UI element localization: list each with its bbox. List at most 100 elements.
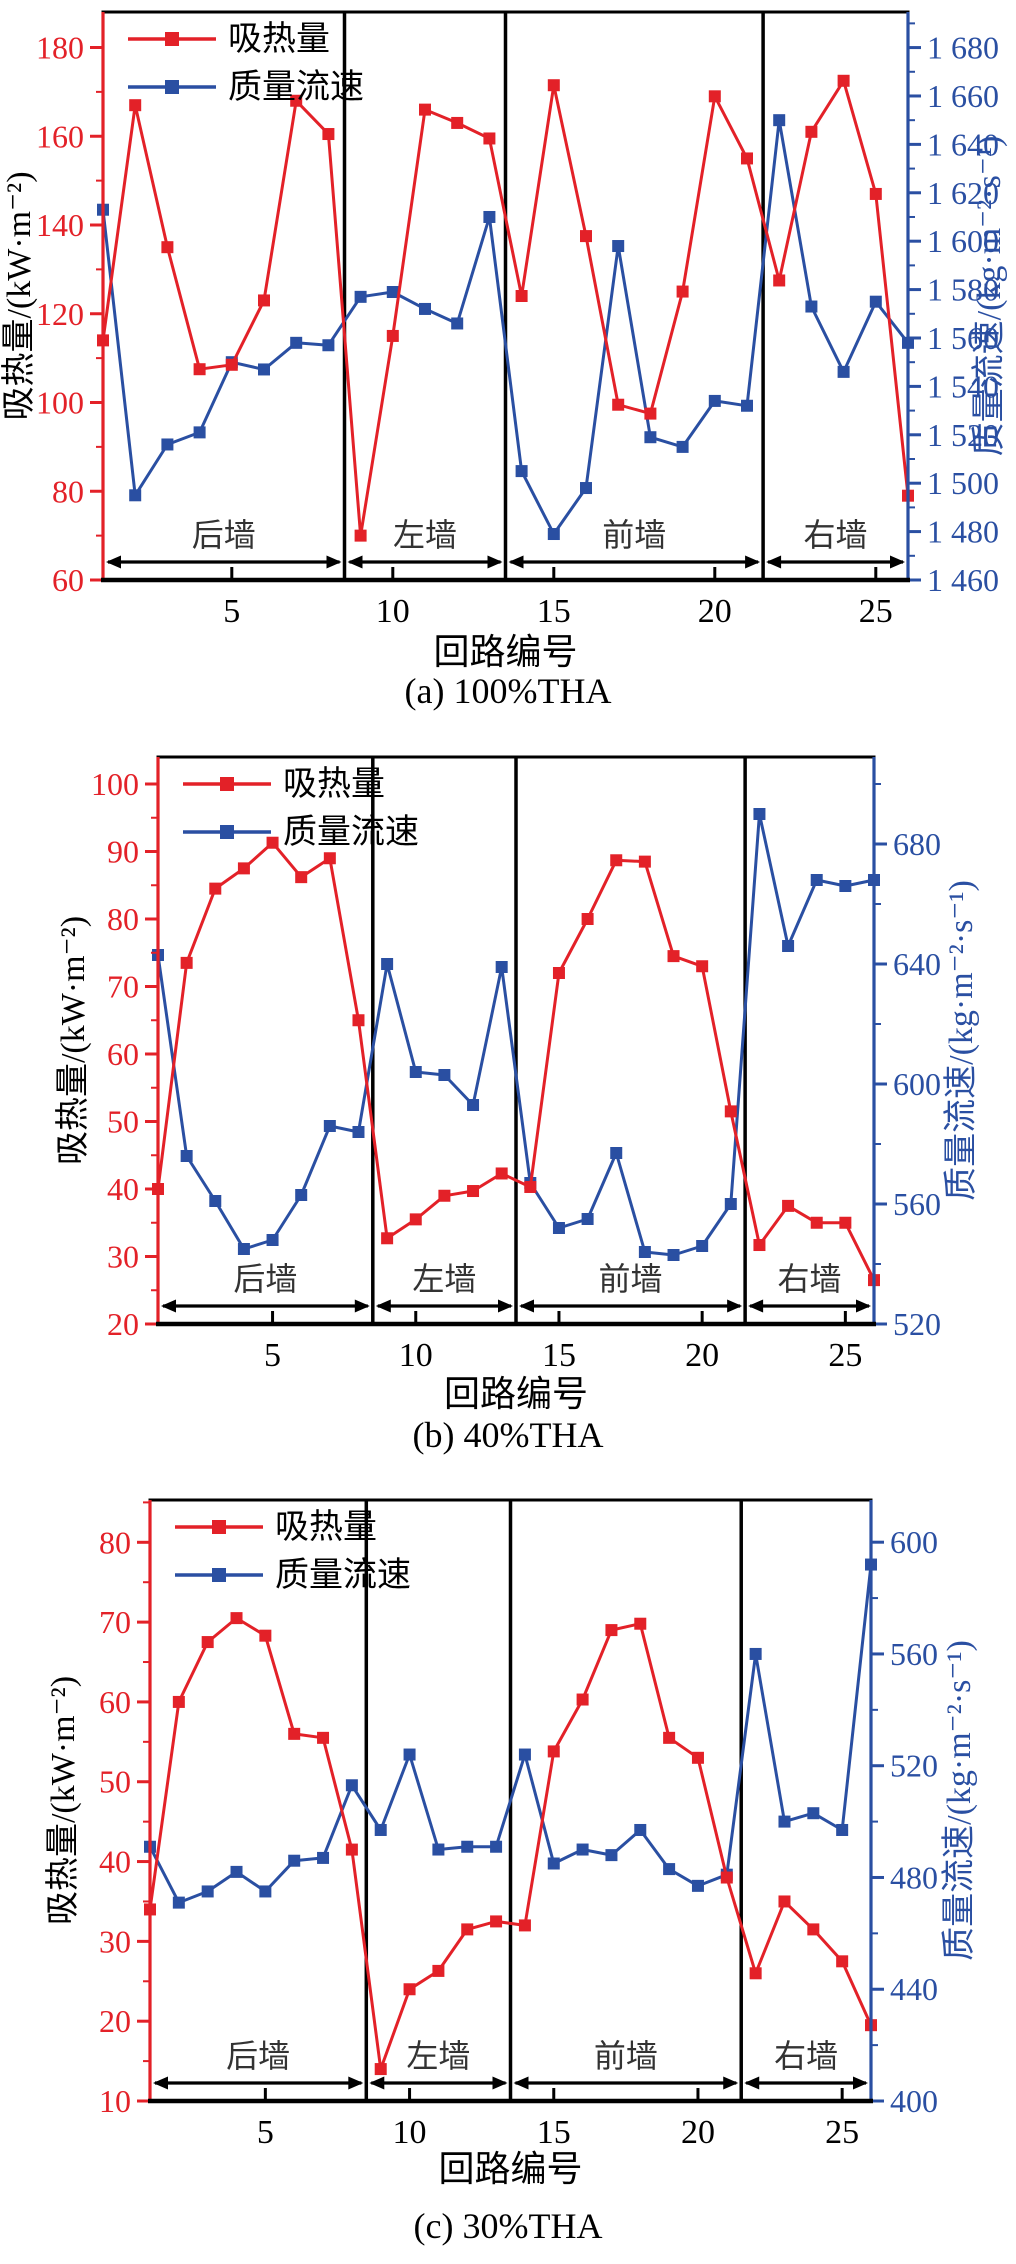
caption-30tha: (c) 30%THA — [413, 2206, 603, 2246]
heat-point — [753, 1239, 766, 1252]
right-axis-tick-label: 1 600 — [927, 223, 999, 259]
flux-point — [345, 1779, 358, 1792]
heat-point — [259, 1629, 272, 1642]
heat-point — [691, 1751, 704, 1764]
right-axis-tick-label: 1 520 — [927, 417, 999, 453]
left-axis-tick-label: 90 — [107, 834, 139, 870]
right-axis-tick-label: 640 — [893, 946, 941, 982]
flux-point — [807, 1807, 820, 1820]
x-axis-tick-label: 10 — [399, 1337, 433, 1374]
flux-point — [753, 808, 766, 820]
legend-flux-label: 质量流速 — [228, 68, 364, 106]
heat-point — [663, 1731, 676, 1744]
arrow-left-icon — [161, 1299, 176, 1313]
flux-point — [576, 1843, 589, 1856]
flux-point — [518, 1748, 531, 1761]
flux-point — [230, 1865, 243, 1878]
right-axis-title: 质量流速/(kg·m⁻²·s⁻¹) — [970, 136, 1008, 457]
caption-100tha: (a) 100%THA — [404, 671, 612, 711]
heat-point — [524, 1180, 537, 1193]
wall-annotations: 后墙 左墙 前墙 右墙 — [106, 517, 905, 569]
left-axis-tick-label: 80 — [52, 473, 84, 509]
x-axis-tick-label: 20 — [685, 1337, 719, 1374]
right-axis-tick-label: 1 560 — [927, 320, 999, 356]
wall-label: 左墙 — [412, 1261, 476, 1297]
flux-point — [172, 1896, 185, 1909]
left-axis-tick-label: 70 — [99, 1604, 131, 1640]
flux-point — [552, 1222, 565, 1234]
arrow-left-icon — [748, 1299, 764, 1313]
wall-label: 左墙 — [393, 517, 457, 553]
heat-point — [381, 1232, 394, 1245]
right-axis-tick-label: 1 640 — [927, 126, 999, 162]
flux-point — [438, 1069, 451, 1081]
flux-point — [451, 317, 464, 330]
right-axis-tick-label: 1 540 — [927, 368, 999, 404]
x-axis-tick-label: 5 — [223, 593, 240, 630]
left-axis-tick-label: 180 — [36, 30, 84, 66]
arrow-right-icon — [853, 2076, 868, 2090]
flux-point — [773, 114, 786, 127]
right-axis-tick-label: 1 620 — [927, 175, 999, 211]
right-axis-tick-label: 1 580 — [927, 272, 999, 308]
arrow-right-icon — [856, 1299, 871, 1313]
heat-point — [518, 1919, 531, 1932]
chart-100tha: 后墙 左墙 前墙 右墙 60 80 100 120 140 160 180 吸热量/(kW·m⁻²) 1… — [0, 0, 1016, 712]
chart-30tha-canvas: 后墙 左墙 前墙 右墙1020304050607080吸热量/(kW·m⁻²)4004… — [44, 1498, 978, 2189]
right-axis-tick-label: 1 480 — [927, 514, 999, 550]
flux-point — [778, 1815, 791, 1828]
flux-point — [634, 1823, 647, 1836]
left-axis: 10 20 30 40 50 60 70 80 吸热量/(kW·m⁻²) — [44, 1500, 152, 2119]
arrow-right-icon — [354, 1299, 370, 1313]
heat-point — [403, 1983, 416, 1996]
heat-point — [209, 882, 222, 895]
arrow-left-icon — [519, 1299, 534, 1313]
flux-point — [837, 365, 850, 378]
right-axis-tick-label: 480 — [890, 1859, 938, 1895]
flux-point — [741, 399, 753, 412]
flux-point — [696, 1240, 709, 1252]
left-axis-title: 吸热量/(kW·m⁻²) — [54, 916, 92, 1165]
legend-heat-marker — [220, 777, 234, 791]
heat-point — [634, 1617, 647, 1630]
legend-heat-marker — [212, 1520, 226, 1534]
heat-point — [409, 1213, 422, 1226]
flux-point — [610, 1147, 623, 1159]
x-axis-title: 回路编号 — [444, 1374, 588, 1414]
heat-point — [438, 1189, 451, 1202]
flux-point — [547, 528, 560, 541]
left-axis-tick-label: 60 — [52, 562, 84, 598]
right-axis-tick-label: 1 660 — [927, 78, 999, 114]
heat-point — [451, 116, 464, 129]
heat-point — [724, 1105, 737, 1118]
flux-point — [461, 1840, 474, 1853]
heat-line — [148, 1616, 873, 2071]
left-axis-tick-label: 20 — [99, 2003, 131, 2039]
heat-point — [576, 1693, 589, 1706]
heat-point — [317, 1731, 330, 1744]
wall-label: 前墙 — [602, 517, 666, 553]
flux-point — [605, 1849, 618, 1862]
wall-annotations: 后墙 左墙 前墙 右墙 — [153, 2038, 868, 2090]
wall-label: 前墙 — [594, 2038, 658, 2074]
heat-series — [97, 74, 914, 542]
flux-point — [467, 1099, 480, 1111]
flux-point — [266, 1234, 279, 1246]
heat-point — [778, 1895, 791, 1908]
arrow-right-icon — [727, 1299, 743, 1313]
heat-point — [708, 90, 721, 103]
flux-point — [386, 286, 399, 299]
heat-point — [547, 79, 560, 92]
x-axis-tick-label: 10 — [376, 593, 410, 630]
heat-point — [644, 407, 657, 420]
left-axis-tick-label: 20 — [107, 1306, 139, 1342]
right-axis-tick-label: 1 680 — [927, 30, 999, 66]
heat-point — [749, 1967, 762, 1980]
heat-point — [129, 99, 142, 112]
heat-point — [374, 2063, 387, 2076]
heat-point — [461, 1923, 474, 1936]
heat-point — [193, 363, 206, 376]
heat-point — [839, 1216, 852, 1229]
